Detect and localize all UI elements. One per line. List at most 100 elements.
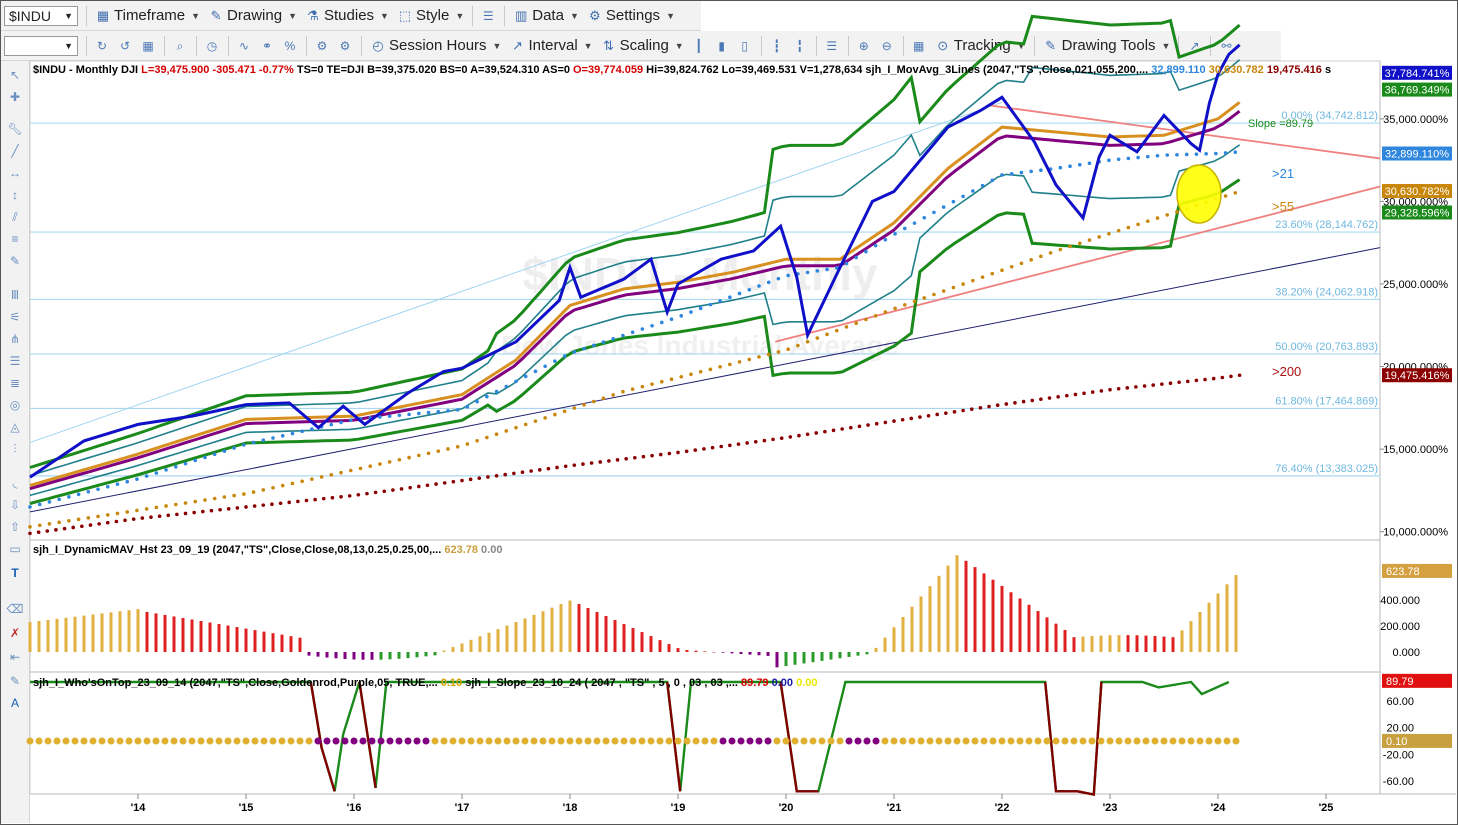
rectangle-icon[interactable]: ▭ — [9, 542, 21, 556]
goldenrod-point — [903, 303, 907, 307]
histogram-bar — [352, 652, 356, 660]
price-tag-label: 30,630.782% — [1385, 186, 1450, 198]
zoom-out-icon[interactable]: ⊖ — [881, 38, 892, 53]
trendline-icon[interactable]: ╱ — [11, 144, 19, 158]
ma55-point — [494, 389, 499, 394]
trend-icon[interactable]: ↗ — [1189, 38, 1200, 53]
highlight-circle[interactable] — [1176, 164, 1222, 224]
volume-bars-icon[interactable]: ┇ — [773, 38, 781, 53]
percent-icon[interactable]: % — [284, 38, 296, 53]
speed-lines-icon[interactable]: ≣ — [9, 376, 21, 390]
properties-icon[interactable]: ⚙ — [339, 38, 351, 53]
drawing-tools-menu[interactable]: ✎ Drawing Tools ▼ — [1043, 37, 1170, 54]
refresh-icon[interactable]: ↻ — [96, 38, 108, 53]
session-hours-menu[interactable]: ◴ Session Hours ▼ — [370, 37, 501, 54]
fibonacci-retracement[interactable]: 0.00% (34,742.812) 23.60% (28,144.762) 38.… — [30, 110, 1380, 477]
crosshair-icon[interactable]: ✚ — [9, 90, 21, 104]
style-menu[interactable]: ⬚ Style ▼ — [397, 7, 464, 24]
link-icon[interactable]: ⚭ — [261, 38, 273, 53]
eraser-icon[interactable]: ⌫ — [6, 602, 24, 616]
whos-on-top-dot — [98, 737, 106, 745]
gann-icon[interactable]: ⚟ — [9, 310, 21, 324]
scaling-menu[interactable]: ⇅ Scaling ▼ — [601, 37, 684, 54]
hollow-candle-icon[interactable]: ▯ — [741, 38, 749, 53]
cycle-icon[interactable]: ◎ — [9, 398, 21, 412]
ma200-point — [468, 477, 473, 482]
reload-icon[interactable]: ↺ — [119, 38, 131, 53]
settings-menu[interactable]: ⚙ Settings ▼ — [587, 7, 675, 24]
data-menu[interactable]: ▥ Data ▼ — [513, 7, 579, 24]
whos-on-top-dot — [818, 737, 826, 745]
zoom-chart-icon[interactable]: ⌕ — [176, 38, 184, 53]
whos-on-top-dot — [44, 737, 52, 745]
bar-style-icon[interactable]: ┃ — [695, 38, 703, 53]
drawing-menu[interactable]: ✎ Drawing ▼ — [208, 7, 297, 24]
panels-icon[interactable]: ☰ — [826, 38, 838, 53]
histogram-bar — [424, 652, 428, 657]
symbol-input[interactable]: $INDU ▼ — [4, 5, 78, 26]
goldenrod-point — [193, 499, 198, 504]
whos-on-top-dot — [233, 737, 241, 745]
histogram-bar — [550, 607, 554, 652]
fib-lines-icon[interactable]: ☰ — [9, 354, 21, 368]
clock-icon[interactable]: ◷ — [206, 38, 218, 53]
upper-channel-line — [29, 101, 1003, 444]
whos-on-top-dot — [1223, 737, 1231, 745]
delete-drawings-icon[interactable]: ✗ — [9, 626, 21, 640]
arrow-down-icon[interactable]: ⇩ — [9, 498, 21, 512]
whos-on-top-dot — [1133, 737, 1141, 745]
ma55-point — [611, 337, 615, 341]
whos-on-top-dot — [692, 737, 700, 745]
timeframe-menu[interactable]: ▦ Timeframe ▼ — [95, 7, 200, 24]
grid-icon[interactable]: ▦ — [142, 38, 154, 53]
ma200-point — [702, 447, 706, 451]
data-window-icon[interactable]: ▦ — [913, 38, 925, 53]
arrow-up-icon[interactable]: ⇧ — [9, 520, 21, 534]
ma200-point — [425, 483, 430, 488]
zoom-in-icon[interactable]: ⊕ — [858, 38, 869, 53]
ma55-point — [1165, 153, 1170, 157]
pointer-icon[interactable]: ↖ — [9, 68, 21, 82]
pitchfork-icon[interactable]: ⋔ — [9, 332, 21, 346]
chart-settings-icon[interactable]: ⚯ — [1221, 38, 1232, 53]
fan-icon[interactable]: ◬ — [10, 420, 20, 434]
studies-menu[interactable]: ⚗ Studies ▼ — [305, 7, 389, 24]
ma55-point — [815, 269, 820, 273]
info-segment: TS=0 TE=DJI B=39,375.020 BS=0 A=39,524.3… — [294, 64, 570, 76]
tracking-menu[interactable]: ⊙ Tracking ▼ — [935, 37, 1025, 54]
goldenrod-point — [475, 438, 479, 443]
whos-on-top-dot — [53, 737, 61, 745]
candle-icon[interactable]: ▮ — [718, 38, 726, 53]
horizontal-line-icon[interactable]: ↔ — [9, 166, 21, 180]
wave-icon[interactable]: ∿ — [238, 38, 250, 53]
wrench-icon[interactable]: 🔧︎ — [7, 122, 23, 136]
ohlc-icon[interactable]: ╏ — [796, 38, 804, 53]
histogram-bar — [973, 567, 977, 652]
whos-on-top-dot — [125, 737, 133, 745]
channel-icon[interactable]: ⫽ — [12, 210, 18, 224]
bars-icon[interactable]: Ⅲ — [10, 288, 20, 302]
interval-menu[interactable]: ↗ Interval ▼ — [509, 37, 593, 54]
vertical-line-icon[interactable]: ↕ — [12, 188, 18, 202]
ma55-point — [553, 359, 557, 364]
whos-on-top-dot — [1151, 737, 1159, 745]
histogram-bar — [793, 652, 797, 665]
whos-on-top-dot — [305, 737, 313, 745]
arc-icon[interactable]: ◟ — [12, 476, 18, 490]
fib-icon[interactable]: ≡ — [11, 232, 19, 246]
layout-icon[interactable]: ☰ — [482, 8, 494, 23]
text-tool-icon[interactable]: T — [11, 566, 19, 580]
slope-negative-segment — [666, 681, 682, 792]
text-annotation-icon[interactable]: A — [10, 696, 19, 710]
interval-select[interactable]: ▼ — [4, 35, 78, 56]
collapse-icon[interactable]: ⇤ — [9, 650, 21, 664]
whos-on-top-dot — [323, 737, 331, 745]
pen-icon[interactable]: ✎ — [9, 254, 21, 268]
edit-icon[interactable]: ✎ — [9, 674, 21, 688]
trendlines[interactable] — [29, 101, 1381, 513]
ma55-point — [329, 422, 334, 427]
format-icon[interactable]: ⚙ — [316, 38, 328, 53]
ruler-icon[interactable]: ⫶ — [13, 442, 17, 456]
ma55-point — [873, 243, 878, 248]
